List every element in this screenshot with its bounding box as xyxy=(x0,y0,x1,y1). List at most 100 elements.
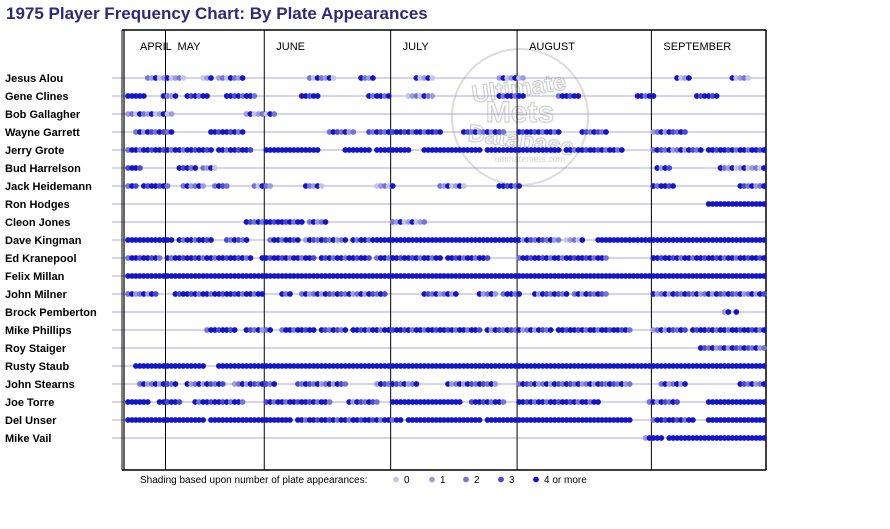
player-name: Ron Hodges xyxy=(5,199,70,211)
game-dot xyxy=(543,147,550,153)
game-dot xyxy=(259,291,266,297)
game-dot xyxy=(247,147,254,153)
game-dot xyxy=(480,129,487,135)
game-dot xyxy=(219,273,226,279)
game-dot xyxy=(140,237,147,243)
game-dot xyxy=(626,381,633,387)
game-dot xyxy=(338,291,345,297)
game-dot xyxy=(243,417,250,423)
game-dot xyxy=(678,417,684,423)
game-dot xyxy=(607,327,613,333)
game-dot xyxy=(401,219,408,225)
game-dot xyxy=(745,75,752,81)
game-dot xyxy=(188,165,195,171)
game-dot xyxy=(346,399,353,405)
player-names: Jesus Alou Gene Clines Bob Gallagher Wayne … xyxy=(5,73,97,445)
legend-dot xyxy=(393,476,399,483)
game-dot xyxy=(322,381,329,387)
game-dot xyxy=(622,417,629,423)
game-dot xyxy=(164,111,171,117)
game-dot xyxy=(551,399,558,405)
game-dot xyxy=(314,291,321,297)
game-dot xyxy=(362,255,368,261)
player-name: Del Unser xyxy=(5,415,57,427)
game-dot xyxy=(543,291,550,297)
game-dot xyxy=(409,93,416,99)
game-dot xyxy=(456,183,463,189)
game-dot xyxy=(618,147,625,153)
player-name: Cleon Jones xyxy=(5,217,70,229)
game-dot xyxy=(575,147,582,153)
game-dot xyxy=(520,273,526,279)
game-dot xyxy=(456,399,463,405)
game-dot xyxy=(717,201,724,207)
game-dot xyxy=(662,165,669,171)
game-dot xyxy=(243,255,250,261)
game-dot xyxy=(393,147,400,153)
game-dot xyxy=(654,417,661,423)
game-dot xyxy=(670,327,676,333)
game-dot xyxy=(599,327,605,333)
game-dot xyxy=(137,165,143,171)
game-dot xyxy=(456,381,463,387)
game-dot xyxy=(243,273,250,279)
game-dot xyxy=(701,363,708,369)
game-dot xyxy=(200,417,207,423)
game-dot xyxy=(204,381,210,387)
month-label: JULY xyxy=(403,41,430,53)
game-dot xyxy=(528,399,534,405)
game-dot xyxy=(144,399,151,405)
game-dot xyxy=(259,255,266,261)
game-dot xyxy=(306,237,313,243)
game-dot xyxy=(267,381,274,387)
game-dot xyxy=(654,435,661,441)
game-dot xyxy=(393,219,400,225)
game-dot xyxy=(133,255,139,261)
game-dot xyxy=(603,129,609,135)
game-dot xyxy=(271,111,278,117)
game-dot xyxy=(140,363,147,369)
game-dot xyxy=(599,363,605,369)
game-dot xyxy=(492,291,499,297)
game-dot xyxy=(583,399,590,405)
game-dot xyxy=(575,381,582,387)
game-dot xyxy=(354,291,360,297)
game-dot xyxy=(654,237,661,243)
game-dot xyxy=(338,327,345,333)
game-dot xyxy=(496,183,503,189)
game-dot xyxy=(133,147,139,153)
game-dot xyxy=(757,399,763,405)
game-dot xyxy=(761,399,767,405)
game-dot xyxy=(563,291,570,297)
player-name: Bud Harrelson xyxy=(5,163,81,175)
game-dot xyxy=(125,93,131,99)
game-dot xyxy=(599,417,605,423)
game-dot xyxy=(441,237,447,243)
game-dot xyxy=(757,417,763,423)
game-dot xyxy=(575,273,582,279)
game-dot xyxy=(219,75,226,81)
game-dot xyxy=(504,75,511,81)
game-dot xyxy=(496,75,503,81)
game-dot xyxy=(267,255,274,261)
game-dot xyxy=(654,147,661,153)
game-dot xyxy=(528,327,534,333)
game-dot xyxy=(377,183,384,189)
game-dot xyxy=(678,291,684,297)
game-dot xyxy=(709,237,716,243)
game-dot xyxy=(472,237,479,243)
game-dot xyxy=(583,273,590,279)
game-dot xyxy=(761,183,767,189)
game-dot xyxy=(385,255,392,261)
game-dot xyxy=(559,93,566,99)
game-dot xyxy=(749,417,755,423)
game-dot xyxy=(172,93,179,99)
game-dot xyxy=(662,381,669,387)
game-dot xyxy=(275,255,281,261)
game-dot xyxy=(251,291,258,297)
game-dot xyxy=(204,291,210,297)
game-dot xyxy=(156,381,163,387)
game-dot xyxy=(298,399,305,405)
game-dot xyxy=(133,111,139,117)
game-dot xyxy=(417,129,424,135)
